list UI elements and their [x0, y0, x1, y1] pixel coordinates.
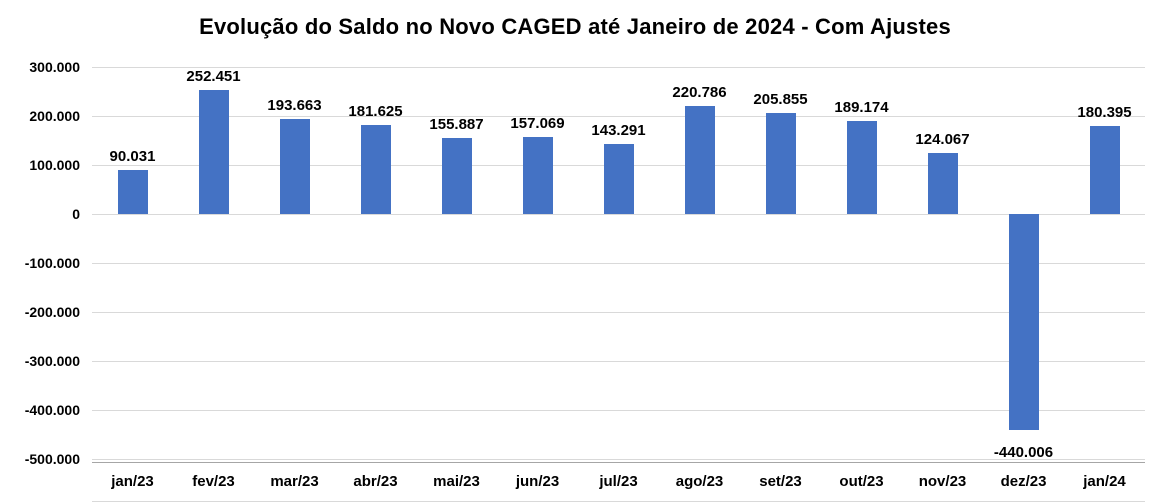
x-axis-label-mai/23: mai/23 — [433, 473, 480, 490]
gridline — [92, 459, 1145, 460]
x-axis-label-mar/23: mar/23 — [270, 473, 319, 490]
data-label-mar/23: 193.663 — [267, 97, 322, 115]
category-axis-line — [92, 462, 1145, 463]
x-axis-label-jan/23: jan/23 — [111, 473, 154, 490]
data-label-jan/24: 180.395 — [1077, 103, 1132, 121]
bar-jul/23 — [603, 143, 634, 214]
bar-mai/23 — [441, 137, 472, 214]
bar-jan/23 — [117, 169, 148, 214]
bar-nov/23 — [927, 153, 958, 214]
data-label-dez/23: -440.006 — [993, 443, 1054, 461]
bar-fev/23 — [198, 90, 229, 214]
gridline — [92, 410, 1145, 411]
bar-out/23 — [846, 121, 877, 214]
x-axis-label-fev/23: fev/23 — [192, 473, 235, 490]
x-axis-label-out/23: out/23 — [839, 473, 884, 490]
bar-ago/23 — [684, 105, 715, 214]
x-axis-label-jun/23: jun/23 — [515, 473, 560, 490]
bar-abr/23 — [360, 125, 391, 214]
y-axis-tick-label: -500.000 — [24, 451, 80, 467]
chart-title: Evolução do Saldo no Novo CAGED até Jane… — [199, 14, 951, 39]
gridline — [92, 263, 1145, 264]
y-axis: 300.000 200.000 100.000 0 -100.000 -200.000 -3… — [0, 0, 86, 504]
gridline — [92, 361, 1145, 362]
y-axis-tick-label: -300.000 — [24, 353, 80, 369]
y-axis-tick-label: -200.000 — [24, 304, 80, 320]
bar-dez/23 — [1008, 214, 1039, 430]
data-label-jun/23: 157.069 — [510, 115, 565, 132]
bar-mar/23 — [279, 119, 310, 214]
bar-jan/24 — [1089, 125, 1120, 214]
y-axis-tick-label: -400.000 — [24, 402, 80, 418]
y-axis-tick-label: -100.000 — [24, 255, 80, 271]
data-label-jul/23: 143.291 — [591, 121, 646, 139]
y-axis-tick-label: 300.000 — [29, 59, 80, 75]
gridline — [92, 116, 1145, 117]
x-axis-label-dez/23: dez/23 — [1000, 473, 1047, 490]
chart-bottom-border — [92, 501, 1145, 502]
data-label-mai/23: 155.887 — [429, 115, 484, 133]
bar-set/23 — [765, 113, 796, 214]
data-label-fev/23: 252.451 — [186, 68, 241, 86]
y-axis-tick-label: 100.000 — [29, 157, 80, 173]
x-axis-label-set/23: set/23 — [759, 473, 802, 490]
x-axis-label-jul/23: jul/23 — [599, 473, 638, 490]
x-axis-label-jan/24: jan/24 — [1083, 473, 1126, 490]
data-label-nov/23: 124.067 — [915, 131, 970, 149]
x-axis-label-nov/23: nov/23 — [918, 473, 967, 490]
data-label-ago/23: 220.786 — [672, 83, 727, 101]
y-axis-tick-label: 0 — [72, 206, 80, 222]
bar-jun/23 — [522, 137, 553, 214]
x-axis-label-ago/23: ago/23 — [675, 473, 724, 490]
plot-area: 90.031 252.451 193.663 181.625 155.887 157.06… — [92, 67, 1145, 461]
y-axis-tick-label: 200.000 — [29, 108, 80, 124]
x-axis-label-abr/23: abr/23 — [353, 473, 398, 490]
data-label-jan/23: 90.031 — [109, 147, 156, 165]
gridline — [92, 67, 1145, 68]
data-label-set/23: 205.855 — [753, 91, 808, 109]
gridline — [92, 214, 1145, 215]
gridline — [92, 312, 1145, 313]
data-label-out/23: 189.174 — [834, 99, 889, 117]
data-label-abr/23: 181.625 — [348, 103, 403, 120]
